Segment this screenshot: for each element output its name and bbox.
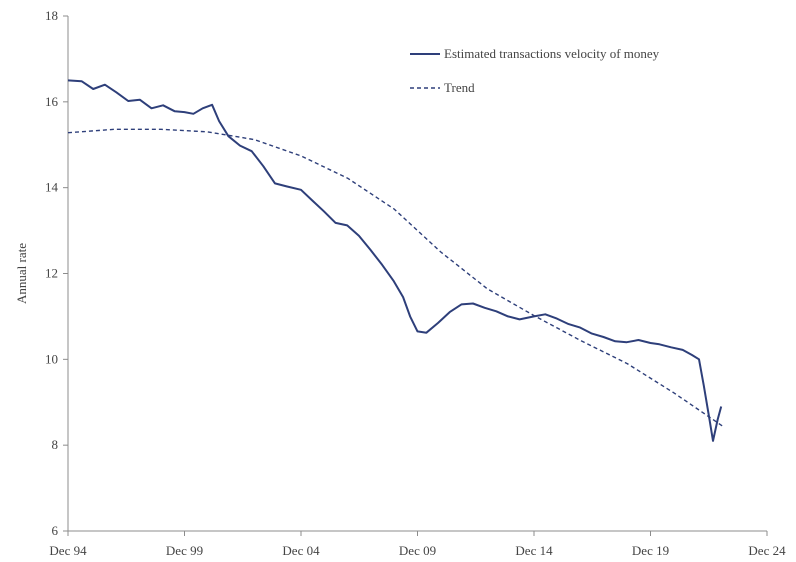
- x-tick-label: Dec 99: [166, 543, 203, 558]
- x-tick-label: Dec 09: [399, 543, 436, 558]
- y-axis-label: Annual rate: [14, 243, 29, 304]
- x-ticks: Dec 94 Dec 99 Dec 04 Dec 09 Dec 14 Dec 19 Dec …: [49, 531, 786, 558]
- y-tick-label: 18: [45, 8, 58, 23]
- y-ticks: 6 8 10 12 14 16 18: [45, 8, 68, 538]
- x-tick-label: Dec 04: [282, 543, 320, 558]
- y-tick-label: 14: [45, 180, 59, 195]
- velocity-series-line: [67, 79, 723, 442]
- y-tick-label: 8: [52, 437, 59, 452]
- y-tick-label: 10: [45, 351, 58, 366]
- y-tick-label: 12: [45, 266, 58, 281]
- trend-series-line: [67, 128, 723, 427]
- y-tick-label: 6: [52, 523, 59, 538]
- legend: Estimated transactions velocity of money…: [410, 46, 660, 95]
- series-layer: [67, 79, 723, 442]
- x-tick-label: Dec 19: [632, 543, 669, 558]
- x-tick-label: Dec 14: [515, 543, 553, 558]
- x-tick-label: Dec 24: [748, 543, 786, 558]
- y-tick-label: 16: [45, 94, 59, 109]
- x-tick-label: Dec 94: [49, 543, 87, 558]
- legend-label: Estimated transactions velocity of money: [444, 46, 660, 61]
- legend-label: Trend: [444, 80, 475, 95]
- axes: [67, 16, 767, 532]
